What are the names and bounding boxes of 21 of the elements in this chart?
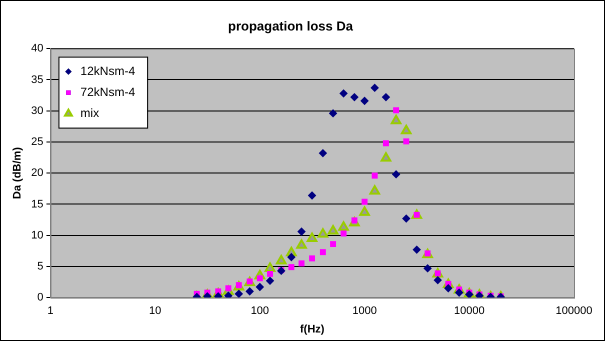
y-tick-label: 10	[31, 229, 44, 242]
y-tick-label: 5	[37, 260, 44, 273]
y-axis-title: Da (dB/m)	[12, 146, 24, 200]
y-tick-label: 20	[31, 167, 44, 180]
y-tick-label: 30	[31, 104, 44, 117]
x-tick-label: 10	[149, 305, 162, 318]
x-tick-label: 100	[250, 305, 270, 318]
y-tick-label: 35	[31, 74, 44, 86]
y-tick-label: 15	[31, 198, 44, 210]
y-tick-label: 25	[31, 136, 44, 148]
y-tick-label: 40	[31, 42, 44, 55]
x-axis-title: f(Hz)	[300, 323, 325, 336]
y-tick-label: 0	[37, 292, 44, 304]
legend-label: mix	[80, 106, 100, 120]
chart-title: propagation loss Da	[228, 18, 354, 34]
legend-label: 72kNsm-4	[80, 84, 136, 99]
x-tick-label: 1000	[352, 305, 377, 318]
x-tick-label: 10000	[454, 305, 485, 318]
x-tick-label: 1	[47, 305, 54, 318]
legend-label: 12kNsm-4	[80, 64, 136, 78]
x-tick-label: 100000	[556, 305, 592, 318]
